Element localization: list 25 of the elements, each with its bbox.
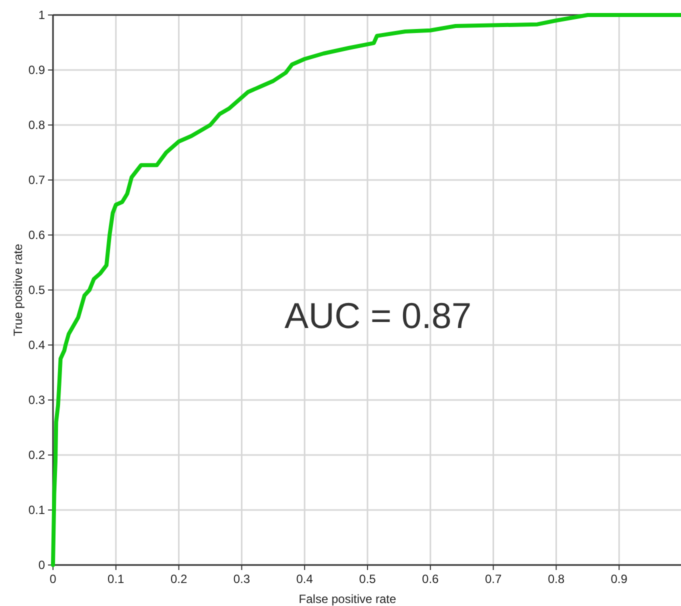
y-tick-label: 1 — [38, 8, 46, 22]
x-tick-label: 0 — [50, 572, 57, 586]
x-axis-title: False positive rate — [298, 592, 397, 606]
y-tick-label: 0.1 — [28, 503, 46, 517]
y-tick-label: 0.2 — [28, 448, 46, 462]
y-tick-label: 0.5 — [28, 283, 46, 297]
x-tick-label: 0.6 — [422, 572, 440, 586]
annotation: AUC = 0.87 — [284, 295, 472, 336]
y-tick-label: 0.3 — [28, 393, 46, 407]
x-tick-label: 0.5 — [359, 572, 376, 586]
y-axis-title: True positive rate — [11, 244, 25, 336]
x-tick-label: 0.7 — [484, 572, 502, 586]
y-tick-label: 0.8 — [28, 118, 46, 132]
x-tick-label: 0.9 — [610, 572, 628, 586]
line-series — [51, 13, 681, 567]
y-tick-label: 0.9 — [28, 63, 46, 77]
x-tick-label: 0.1 — [108, 572, 125, 586]
y-tick-label: 0.7 — [28, 173, 46, 187]
x-tick-label: 0.2 — [170, 572, 188, 586]
x-tick-label: 0.4 — [296, 572, 314, 586]
y-tick-label: 0.4 — [28, 338, 46, 352]
y-tick-label: 0.6 — [28, 228, 46, 242]
y-tick-label: 0 — [38, 558, 46, 572]
x-tick-label: 0.3 — [233, 572, 250, 586]
x-tick-label: 0.8 — [548, 572, 565, 586]
